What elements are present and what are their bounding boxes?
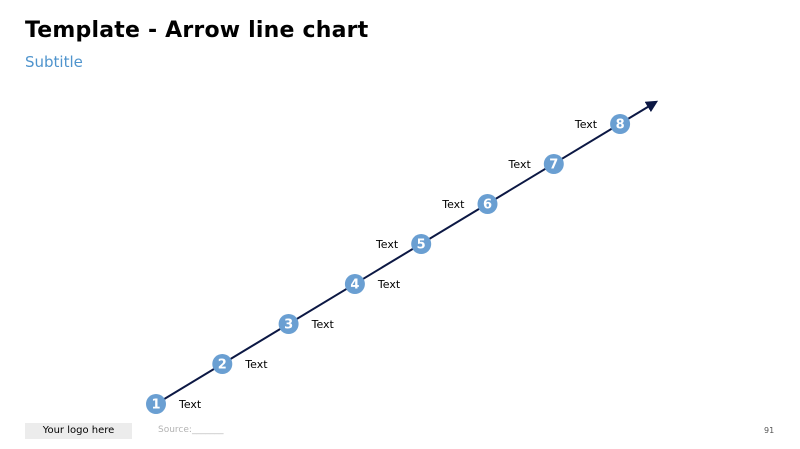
step-8: 8 Text xyxy=(574,114,631,134)
step-7: 7 Text xyxy=(508,154,564,174)
step-label: Text xyxy=(311,318,335,331)
step-label: Text xyxy=(375,238,399,251)
step-number: 1 xyxy=(151,398,160,413)
step-2: 2 Text xyxy=(212,354,268,374)
logo-placeholder: Your logo here xyxy=(25,423,132,439)
step-number: 3 xyxy=(284,318,293,333)
page-number: 91 xyxy=(764,426,775,435)
step-marker xyxy=(146,394,166,414)
step-4: 4 Text xyxy=(344,274,401,294)
arrow-line xyxy=(155,100,659,405)
step-label: Text xyxy=(508,158,532,171)
step-marker xyxy=(212,354,233,374)
step-5: 5 Text xyxy=(375,234,432,254)
step-number: 7 xyxy=(549,158,558,173)
step-number: 4 xyxy=(350,278,359,293)
page-subtitle: Subtitle xyxy=(25,53,83,71)
step-marker xyxy=(477,194,498,214)
step-marker xyxy=(610,114,631,134)
step-marker xyxy=(411,234,432,254)
step-1: 1 Text xyxy=(146,394,202,414)
step-label: Text xyxy=(574,118,598,131)
step-3: 3 Text xyxy=(278,314,335,334)
step-number: 6 xyxy=(483,198,492,213)
step-6: 6 Text xyxy=(441,194,498,214)
step-marker xyxy=(278,314,299,334)
step-label: Text xyxy=(377,278,401,291)
step-number: 2 xyxy=(218,358,227,373)
step-marker xyxy=(543,154,564,174)
step-marker xyxy=(344,274,365,294)
step-number: 8 xyxy=(616,118,625,133)
step-number: 5 xyxy=(417,238,426,253)
step-label: Text xyxy=(178,398,202,411)
step-label: Text xyxy=(441,198,465,211)
source-note: Source:_______ xyxy=(158,425,224,435)
page-title: Template - Arrow line chart xyxy=(25,18,369,43)
step-label: Text xyxy=(244,358,268,371)
